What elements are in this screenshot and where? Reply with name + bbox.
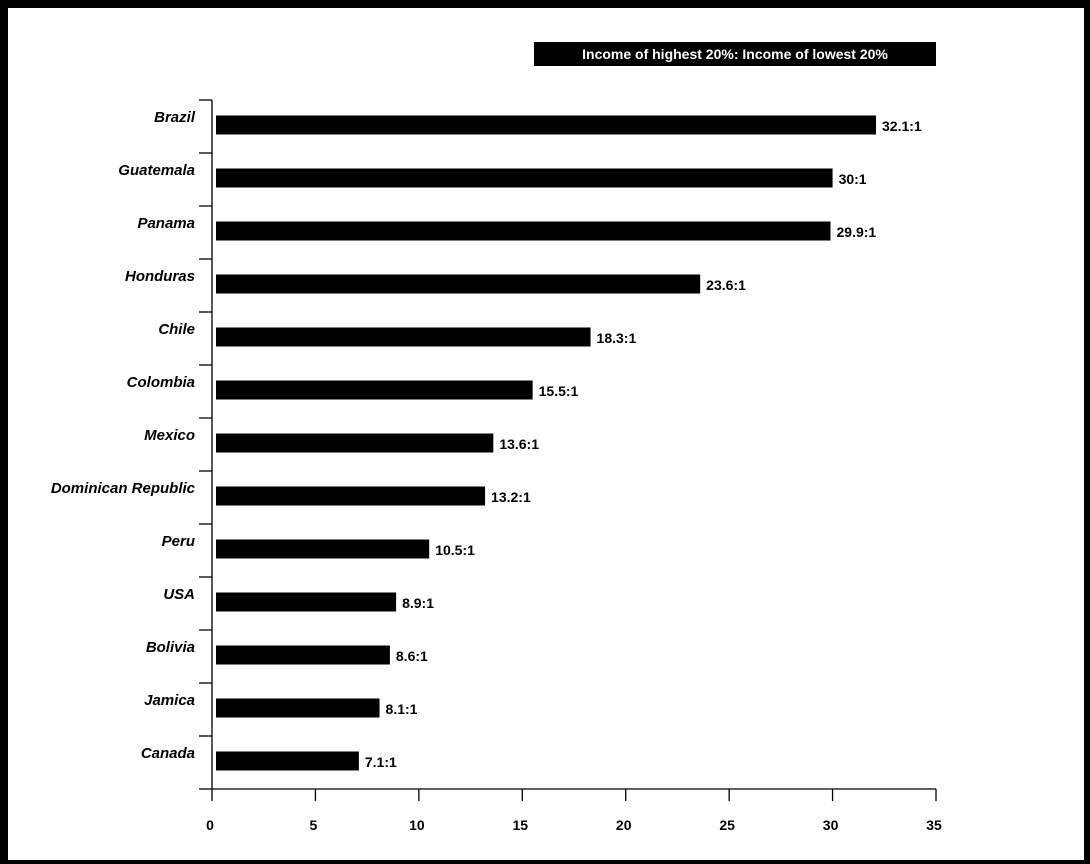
data-label: 13.2:1 <box>491 489 531 505</box>
category-label: USA <box>163 586 195 603</box>
bar <box>216 645 390 665</box>
x-tick-label: 35 <box>926 817 942 833</box>
category-label: Brazil <box>154 109 196 126</box>
category-label: Mexico <box>144 427 195 444</box>
x-tick-label: 15 <box>512 817 528 833</box>
data-label: 8.9:1 <box>402 595 434 611</box>
bars: Brazil 32.1:1 Guatemala 30:1 Panama 29.9:1 Hon… <box>51 109 922 771</box>
bar <box>216 115 877 135</box>
bar <box>216 751 359 771</box>
data-label: 18.3:1 <box>597 330 637 346</box>
x-tick-label: 20 <box>616 817 632 833</box>
bar <box>216 221 831 241</box>
category-label: Peru <box>162 533 195 550</box>
bar <box>216 274 701 294</box>
category-label: Canada <box>141 745 195 762</box>
bar <box>216 592 397 612</box>
category-label: Dominican Republic <box>51 480 196 497</box>
x-tick-label: 5 <box>310 817 318 833</box>
x-tick-label: 30 <box>823 817 839 833</box>
data-label: 30:1 <box>839 171 867 187</box>
data-label: 7.1:1 <box>365 754 397 770</box>
category-label: Colombia <box>127 374 195 391</box>
x-axis-ticks: 0 5 10 15 20 25 30 35 <box>206 789 942 833</box>
category-label: Bolivia <box>146 639 195 656</box>
data-label: 8.6:1 <box>396 648 428 664</box>
data-label: 10.5:1 <box>435 542 475 558</box>
category-label: Jamica <box>144 692 195 709</box>
x-tick-label: 0 <box>206 817 214 833</box>
data-label: 29.9:1 <box>837 224 877 240</box>
data-label: 15.5:1 <box>539 383 579 399</box>
bar <box>216 539 430 559</box>
data-label: 32.1:1 <box>882 118 922 134</box>
category-label: Panama <box>137 215 195 232</box>
category-label: Guatemala <box>118 162 195 179</box>
data-label: 23.6:1 <box>706 277 746 293</box>
bar <box>216 168 833 188</box>
y-axis-ticks <box>199 99 212 790</box>
x-tick-label: 10 <box>409 817 425 833</box>
bar <box>216 380 533 400</box>
x-tick-label: 25 <box>719 817 735 833</box>
bar <box>216 698 380 718</box>
bar <box>216 327 591 347</box>
chart-title: Income of highest 20%: Income of lowest … <box>582 46 888 62</box>
data-label: 13.6:1 <box>499 436 539 452</box>
category-label: Honduras <box>125 268 195 285</box>
data-label: 8.1:1 <box>386 701 418 717</box>
chart-title-background <box>534 42 936 66</box>
bar <box>216 486 486 506</box>
category-label: Chile <box>158 321 195 338</box>
chart-title-banner: Income of highest 20%: Income of lowest … <box>534 42 936 66</box>
bar <box>216 433 494 453</box>
